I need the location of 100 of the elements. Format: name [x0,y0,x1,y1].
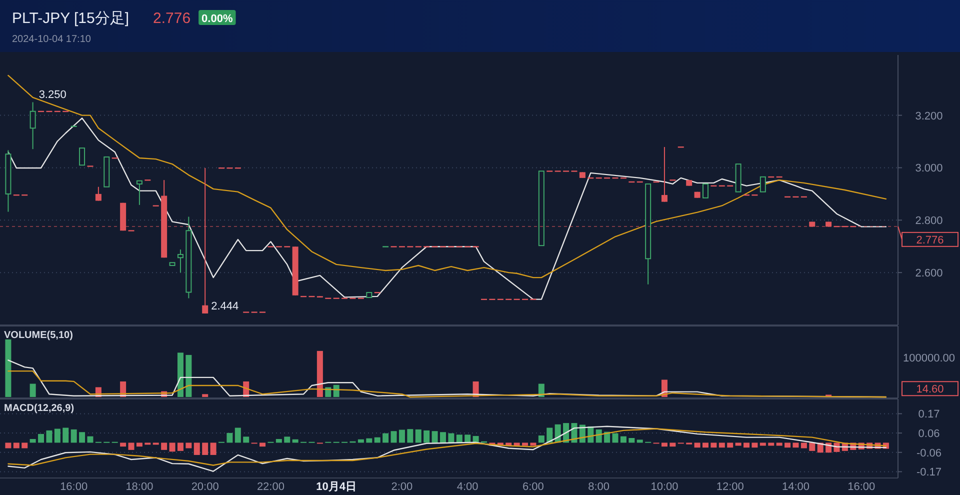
candlestick [760,176,766,192]
bar [768,442,774,446]
bar [546,428,553,443]
line-series [8,426,887,472]
x-tick-label: 18:00 [126,481,154,493]
bar [390,431,397,443]
bar [234,428,241,443]
bar [760,442,766,446]
x-tick-label: 20:00 [191,481,219,493]
annotation: 2.444 [211,300,239,312]
bar [752,442,758,448]
bar [13,442,20,448]
bar [177,352,184,397]
text: 100000.00 [903,352,955,364]
bar [186,442,192,448]
bar [809,442,816,451]
bar [202,394,208,397]
chart-title: PLT-JPY [15分足] [12,10,129,27]
bar [448,433,454,443]
y-tick-label: 0.17 [918,408,940,421]
bar [186,354,192,397]
bar [464,434,471,443]
x-tick-label: 8:00 [588,481,610,493]
line-series [8,74,887,278]
bar [30,439,36,443]
candlestick [30,102,36,150]
bar [620,436,626,443]
bar [120,442,126,447]
bar [374,437,380,443]
bar [792,442,799,448]
bar [177,442,184,451]
bar [5,339,12,397]
bar [382,433,389,443]
bar [169,442,176,452]
line-series [8,428,887,466]
bar [661,442,668,447]
bar [718,442,725,448]
bar [628,438,635,443]
bar [210,442,216,455]
bar [284,436,290,443]
y-tick-label: 2.600 [915,268,943,280]
bar [30,384,36,397]
candlestick [702,183,708,198]
bar [136,442,142,447]
y-tick-label: 3.000 [915,162,943,175]
bar [530,442,536,446]
bar [636,440,643,443]
bar [276,439,282,443]
y-tick-label: 0.06 [918,428,940,440]
bar [79,432,86,443]
bar [702,442,708,448]
annotation: 3.250 [38,89,66,102]
y-tick-label: -0.17 [916,466,942,479]
x-tick-label: 14:00 [782,481,810,493]
text: 0.00% [202,13,233,25]
bar [472,436,479,443]
x-tick-label: 16:00 [60,481,88,493]
bar [694,442,700,448]
text: 2.776 [153,10,191,27]
bar [727,442,734,448]
chart-subtitle: 2024-10-04 17:10 [12,34,92,45]
bar [87,436,94,443]
x-tick-label: 2:00 [391,481,413,493]
bar [538,435,544,443]
y-tick-label: 3.200 [915,110,943,122]
bar [366,438,372,443]
bar [260,442,266,447]
candlestick [79,148,86,166]
x-tick-label: 10月4日 [316,481,357,493]
bar [440,432,446,443]
chart-title: VOLUME(5,10) [4,330,73,341]
bar [54,428,60,443]
bar [226,432,233,443]
line-series [8,118,887,300]
bar [22,442,28,448]
candlestick [202,167,208,314]
bar [432,431,438,443]
bar [70,429,77,443]
bar [776,442,782,446]
bar [456,434,462,443]
bar [46,430,52,443]
bar [415,429,422,443]
candlestick [177,249,184,274]
bar [243,436,250,443]
bar [202,442,208,455]
text: 14.60 [916,384,944,396]
bar [744,442,750,448]
bar [735,442,742,446]
bar [161,442,168,450]
bar [38,434,44,443]
bar [710,442,717,448]
candlestick [136,180,142,206]
candlestick [95,186,102,202]
x-tick-label: 4:00 [456,481,478,493]
bar [62,428,69,443]
bar [424,430,430,443]
y-tick-label: 2.800 [915,215,943,228]
candlestick [661,146,668,202]
chart-title: MACD(12,26,9) [4,403,74,414]
bar [5,442,12,448]
